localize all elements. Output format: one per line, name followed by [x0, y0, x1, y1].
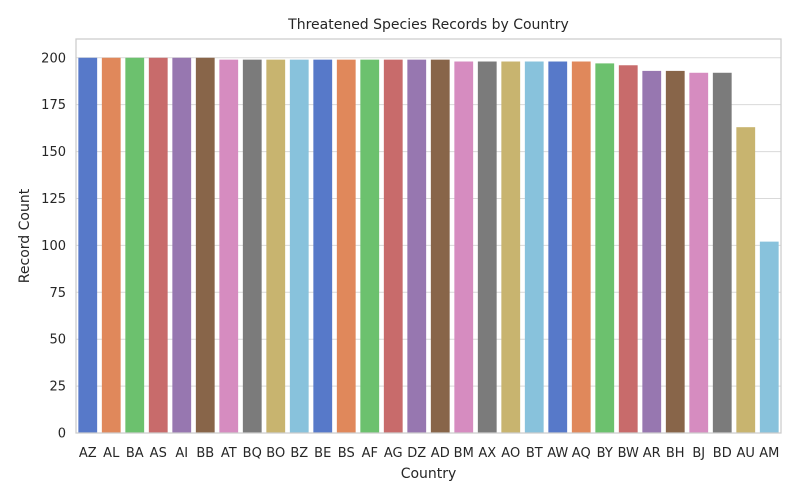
x-tick-label: BO	[266, 446, 285, 461]
y-tick-label: 200	[41, 51, 66, 66]
bar-bb	[195, 57, 215, 434]
bar-bm	[454, 61, 474, 434]
bars	[78, 57, 779, 434]
y-tick-label: 125	[41, 192, 66, 207]
bar-aq	[571, 61, 591, 434]
x-tick-label: AW	[547, 446, 568, 461]
x-tick-label: BQ	[243, 446, 262, 461]
y-axis-label: Record Count	[17, 188, 33, 283]
bar-bd	[712, 72, 732, 434]
y-tick-label: 0	[58, 427, 66, 442]
x-tick-label: BJ	[692, 446, 705, 461]
bar-aw	[548, 61, 568, 434]
x-tick-label: BD	[713, 446, 732, 461]
x-tick-label: AM	[759, 446, 779, 461]
bar-bh	[665, 70, 685, 434]
bar-al	[101, 57, 121, 434]
x-tick-label: AI	[175, 446, 188, 461]
y-tick-label: 150	[41, 145, 66, 160]
x-tick-label: BB	[196, 446, 214, 461]
bar-as	[148, 57, 168, 434]
x-tick-label: AL	[103, 446, 120, 461]
x-tick-label: AS	[150, 446, 167, 461]
bar-bs	[336, 59, 356, 434]
bar-bj	[689, 72, 709, 434]
bar-am	[759, 241, 779, 433]
x-tick-label: AZ	[79, 446, 97, 461]
x-tick-label: AQ	[572, 446, 591, 461]
bar-ad	[430, 59, 450, 434]
bar-bo	[266, 59, 286, 434]
bar-at	[219, 59, 239, 434]
chart-title: Threatened Species Records by Country	[287, 17, 569, 33]
bar-by	[595, 63, 615, 434]
x-tick-label: BE	[314, 446, 331, 461]
x-tick-label: BY	[597, 446, 613, 461]
bar-bq	[242, 59, 262, 434]
x-tick-label: BM	[454, 446, 474, 461]
x-tick-label: AT	[221, 446, 237, 461]
x-tick-label: AO	[501, 446, 520, 461]
bar-bz	[289, 59, 309, 434]
x-tick-label: DZ	[407, 446, 426, 461]
y-tick-label: 100	[41, 239, 66, 254]
bar-dz	[407, 59, 427, 434]
x-axis-label: Country	[401, 466, 457, 482]
x-tick-label: BW	[618, 446, 639, 461]
y-tick-label: 75	[49, 286, 66, 301]
y-tick-label: 25	[49, 380, 66, 395]
x-tick-label: BT	[526, 446, 543, 461]
x-tick-label: AU	[737, 446, 755, 461]
x-tick-label: BH	[666, 446, 685, 461]
plot-frame	[75, 38, 782, 434]
bar-af	[360, 59, 380, 434]
y-axis-ticks: 0 25 50 75 100 125 150 175 200	[41, 51, 66, 441]
bar-be	[313, 59, 333, 434]
x-tick-label: AD	[431, 446, 450, 461]
bar-bt	[524, 61, 544, 434]
bar-ag	[383, 59, 403, 434]
bar-ar	[642, 70, 662, 434]
x-axis-ticks: AZ AL BA AS AI BB AT BQ BO BZ BE BS AF AG DZ AD BM AX AO BT…	[79, 446, 779, 461]
bar-bw	[618, 65, 638, 434]
x-tick-label: AX	[478, 446, 496, 461]
x-tick-label: AF	[362, 446, 378, 461]
bar-az	[78, 57, 98, 434]
y-tick-label: 50	[49, 333, 66, 348]
x-tick-label: BS	[338, 446, 355, 461]
x-tick-label: BZ	[290, 446, 308, 461]
bar-ao	[501, 61, 521, 434]
bar-ai	[172, 57, 192, 434]
y-tick-label: 175	[41, 98, 66, 113]
bar-au	[736, 127, 756, 433]
x-tick-label: AR	[643, 446, 661, 461]
x-tick-label: BA	[126, 446, 144, 461]
bar-ax	[477, 61, 497, 434]
bar-ba	[125, 57, 145, 434]
x-tick-label: AG	[384, 446, 403, 461]
